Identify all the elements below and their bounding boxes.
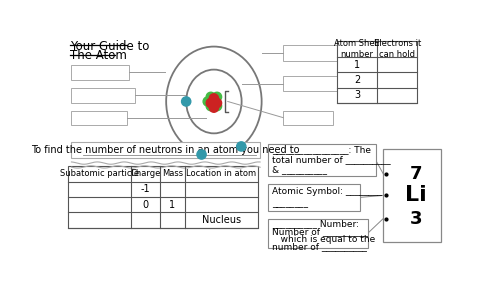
Text: Charge: Charge — [130, 169, 160, 178]
FancyBboxPatch shape — [283, 45, 341, 61]
Text: number of __________: number of __________ — [272, 243, 366, 251]
FancyBboxPatch shape — [72, 65, 129, 80]
Text: 1: 1 — [354, 60, 360, 69]
Text: Nucleus: Nucleus — [202, 215, 241, 225]
FancyBboxPatch shape — [384, 149, 441, 242]
Text: 3: 3 — [354, 90, 360, 100]
Text: __________ Number:: __________ Number: — [272, 219, 358, 228]
Text: The Atom: The Atom — [70, 49, 127, 62]
Text: 7: 7 — [410, 165, 422, 183]
Text: Atom Shell
number: Atom Shell number — [334, 39, 380, 59]
Text: _________________: The: _________________: The — [272, 146, 370, 155]
Text: Location in atom: Location in atom — [186, 169, 256, 178]
Text: Mass: Mass — [162, 169, 183, 178]
Text: Number of __________: Number of __________ — [272, 227, 368, 236]
Circle shape — [210, 97, 218, 106]
Circle shape — [206, 92, 216, 101]
Circle shape — [182, 97, 191, 106]
Text: Li: Li — [405, 185, 427, 205]
Text: 2: 2 — [354, 75, 360, 85]
Circle shape — [203, 97, 212, 106]
Text: Your Guide to: Your Guide to — [70, 40, 150, 53]
Circle shape — [206, 101, 216, 111]
FancyBboxPatch shape — [268, 184, 360, 211]
Circle shape — [206, 98, 216, 108]
Circle shape — [212, 92, 222, 101]
Text: To find the number of neutrons in an atom you need to: To find the number of neutrons in an ato… — [32, 145, 300, 155]
Text: ________: ________ — [272, 200, 308, 209]
Text: & __________: & __________ — [272, 166, 326, 175]
Text: -1: -1 — [140, 184, 150, 194]
Text: 0: 0 — [142, 200, 148, 210]
FancyBboxPatch shape — [72, 142, 260, 158]
FancyBboxPatch shape — [283, 76, 341, 92]
Circle shape — [212, 98, 222, 108]
Circle shape — [212, 101, 222, 111]
Text: which is equal to the: which is equal to the — [272, 235, 375, 244]
Circle shape — [197, 150, 206, 159]
Text: Subatomic particle: Subatomic particle — [60, 169, 138, 178]
FancyBboxPatch shape — [68, 166, 258, 228]
FancyBboxPatch shape — [268, 219, 368, 248]
Text: 1: 1 — [170, 200, 175, 210]
Circle shape — [236, 142, 246, 151]
Circle shape — [210, 94, 218, 103]
FancyBboxPatch shape — [268, 144, 376, 176]
Circle shape — [210, 103, 218, 112]
Text: Atomic Symbol: ________: Atomic Symbol: ________ — [272, 187, 382, 196]
Text: 3: 3 — [410, 210, 422, 228]
FancyBboxPatch shape — [283, 111, 333, 124]
Text: total number of __________: total number of __________ — [272, 155, 390, 164]
FancyBboxPatch shape — [337, 41, 417, 103]
FancyBboxPatch shape — [72, 88, 134, 103]
Text: Electrons it
can hold: Electrons it can hold — [374, 39, 421, 59]
FancyBboxPatch shape — [72, 111, 127, 124]
